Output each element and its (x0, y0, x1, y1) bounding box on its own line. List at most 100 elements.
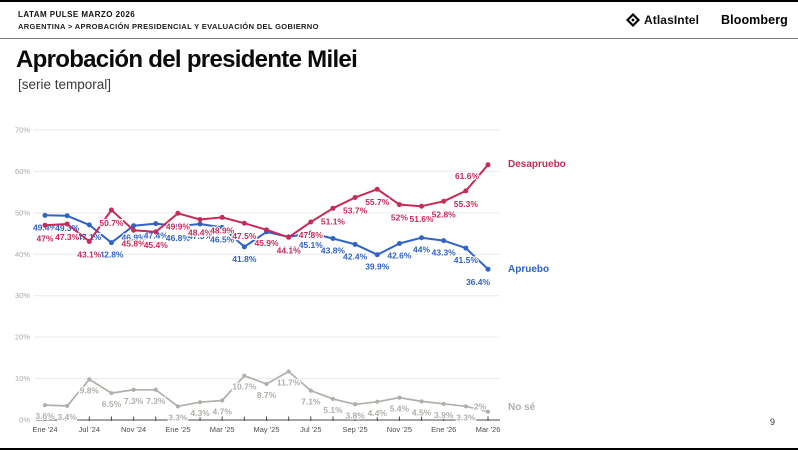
data-point-desapruebo (396, 202, 402, 208)
data-label-desapruebo: 43.1% (77, 249, 102, 259)
y-axis-tick-label: 60% (15, 167, 30, 176)
data-label-desapruebo: 50.7% (99, 218, 124, 228)
data-label-no-se: 7.3% (146, 396, 166, 406)
data-label-no-se: 9.8% (80, 385, 100, 395)
data-label-apruebo: 47.1% (77, 232, 102, 242)
data-label-desapruebo: 55.3% (454, 199, 479, 209)
x-axis-tick-label: Mar '26 (476, 425, 501, 434)
data-label-apruebo: 43.8% (321, 246, 346, 256)
series-label-apruebo: Apruebo (508, 264, 550, 275)
data-point-apruebo (330, 236, 336, 242)
data-point-no-se (42, 402, 48, 408)
data-label-desapruebo: 49.9% (166, 221, 191, 231)
data-label-desapruebo: 47.5% (232, 231, 257, 241)
data-label-apruebo: 41.8% (232, 254, 257, 264)
x-axis-tick-label: Jul '24 (79, 425, 100, 434)
data-point-no-se (153, 387, 158, 392)
data-label-apruebo: 47.4% (144, 231, 169, 241)
y-axis-tick-label: 10% (15, 374, 30, 383)
data-label-desapruebo: 53.7% (343, 206, 368, 216)
data-label-no-se: 3.6% (35, 411, 55, 421)
data-point-apruebo (308, 230, 314, 236)
data-point-apruebo (175, 223, 181, 229)
data-point-no-se (308, 388, 313, 393)
data-label-no-se: 5.4% (390, 404, 410, 414)
data-point-apruebo (197, 221, 203, 227)
data-label-apruebo: 41.5% (454, 255, 479, 265)
data-point-desapruebo (197, 216, 203, 222)
x-axis-tick-label: Mar '25 (210, 425, 235, 434)
data-point-desapruebo (153, 229, 159, 235)
data-label-apruebo: 46.5% (210, 234, 235, 244)
x-axis-tick-label: Ene '25 (165, 425, 190, 434)
data-label-apruebo: 46.9% (122, 233, 147, 243)
data-point-desapruebo (131, 227, 137, 233)
data-label-no-se: 3.9% (434, 410, 454, 420)
data-point-desapruebo (463, 188, 469, 194)
data-point-apruebo (219, 224, 225, 230)
series-desapruebo-group: 47% 47.3%43.1%50.7%45.8%45.4%49.9%48.4%48… (35, 162, 491, 261)
data-point-desapruebo (308, 219, 314, 225)
x-axis-tick-label: Nov '24 (121, 425, 146, 434)
data-point-desapruebo (241, 220, 247, 226)
data-label-no-se: 2% (474, 402, 487, 412)
data-label-no-se: 6.5% (102, 399, 122, 409)
data-label-desapruebo: 52.8% (432, 209, 457, 219)
data-point-desapruebo (264, 227, 269, 233)
data-point-desapruebo (330, 205, 336, 211)
data-label-desapruebo: 52% (391, 213, 408, 223)
data-label-no-se: 7.1% (301, 397, 321, 407)
data-label-no-se: 4.5% (412, 407, 432, 417)
data-point-desapruebo (108, 207, 114, 213)
data-label-desapruebo: 61.6% (455, 171, 480, 181)
data-label-desapruebo: 44.1% (277, 245, 302, 255)
data-point-no-se (220, 398, 225, 403)
data-point-apruebo (396, 241, 402, 247)
data-point-apruebo (441, 238, 447, 244)
data-label-no-se: 7.3% (124, 396, 144, 406)
data-label-desapruebo: 45.8% (122, 238, 147, 248)
data-label-apruebo: 43.3% (432, 248, 457, 258)
header-divider (0, 38, 798, 39)
data-point-no-se (485, 409, 491, 414)
data-point-apruebo (86, 222, 92, 228)
data-point-no-se (87, 377, 92, 382)
data-point-desapruebo (42, 222, 48, 228)
x-axis-tick-label: Ene '24 (32, 425, 57, 434)
y-axis-tick-label: 30% (15, 291, 30, 300)
data-label-apruebo: 39.9% (365, 262, 390, 272)
data-label-no-se: 3.3% (168, 412, 188, 422)
x-axis-tick-label: Nov '25 (387, 425, 412, 434)
y-axis-tick-label: 0% (19, 416, 30, 425)
page-number: 9 (770, 417, 776, 427)
data-label-no-se: 10.7% (232, 382, 257, 392)
data-label-no-se: 11.7% (277, 378, 301, 388)
data-label-no-se: 8.7% (257, 390, 277, 400)
data-label-apruebo: 44% (413, 245, 430, 255)
x-axis-tick-label: Jul '25 (300, 425, 321, 434)
data-point-desapruebo (219, 214, 225, 220)
data-point-apruebo (374, 252, 380, 258)
data-point-apruebo (108, 240, 114, 246)
data-label-desapruebo: 47.3% (55, 232, 80, 242)
data-point-apruebo (241, 244, 247, 250)
data-label-no-se: 3.8% (345, 410, 365, 420)
data-label-apruebo: 47.3% (188, 231, 213, 241)
data-point-desapruebo (352, 195, 358, 201)
data-point-no-se (463, 404, 468, 409)
data-point-no-se (286, 369, 291, 374)
data-point-no-se (264, 381, 269, 387)
data-label-apruebo: 42.6% (387, 251, 412, 261)
data-label-no-se: 4.7% (213, 407, 233, 417)
data-label-no-se: 4.4% (368, 408, 388, 418)
data-point-desapruebo (175, 210, 181, 216)
bloomberg-logo: Bloomberg (721, 13, 788, 27)
series-no-se-group: 3.6% 3.4%9.8%6.5% 7.3% 7.3%3.3% 4.3% 4.7%10.7… (34, 369, 491, 423)
data-point-desapruebo (441, 198, 447, 204)
data-label-no-se: 3.4% (57, 412, 77, 422)
data-point-apruebo (131, 223, 137, 229)
data-label-apruebo: 36.4% (466, 277, 491, 287)
x-axis-tick-label: Sep '25 (342, 425, 367, 434)
data-label-apruebo: 45.4% (254, 239, 279, 249)
